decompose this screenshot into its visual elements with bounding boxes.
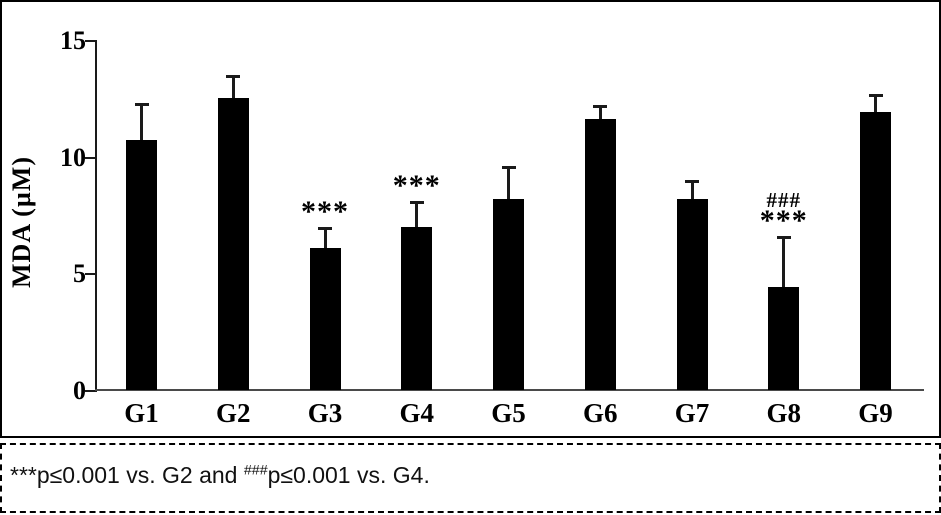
bar-G2 [217,98,249,390]
error-bar-cap-G5 [501,166,516,169]
error-bar-G7 [690,180,694,199]
y-tick-label-15: 15 [60,26,86,55]
bar-G5 [493,198,524,390]
x-tick-label-G9: G9 [858,398,893,428]
x-axis-line [95,389,924,391]
error-bar-G9 [874,93,877,113]
error-bar-G8 [782,236,786,288]
y-axis-tick-15 [85,40,95,42]
error-bar-cap-G7 [685,180,699,183]
footnote-hash-marker: ### [243,461,268,478]
y-axis-line [95,40,97,392]
bar-G8 [768,287,800,390]
footnote-text-2: p≤0.001 vs. G4. [267,461,430,488]
y-tick-label-10: 10 [60,142,86,172]
x-tick-label-G3: G3 [307,398,343,428]
error-bar-cap-G9 [868,93,883,97]
bar-G6 [584,119,616,390]
x-tick-label-G5: G5 [491,398,526,428]
error-bar-cap-G6 [593,105,608,109]
significance-markers-G8: ### *** [744,188,824,237]
y-tick-label-0: 0 [73,376,86,405]
hash-marker-G8: ### [766,188,801,212]
error-bar-G3 [323,226,327,248]
error-bar-cap-G2 [226,75,241,78]
error-bar-cap-G1 [134,103,149,106]
error-bar-G4 [415,201,419,227]
bar-G9 [860,112,891,390]
x-tick-label-G2: G2 [215,398,251,428]
error-bar-G1 [140,103,143,141]
x-tick-label-G6: G6 [582,398,618,428]
plot-area: MDA (µM) 0 5 10 15 G1 G2 G3 G4 G5 G6 G7 G8 G9 *** *** #… [2,2,939,436]
y-axis-tick-5 [85,273,95,276]
footnote-text-1: p≤0.001 vs. G2 and [36,461,244,488]
chart-panel: MDA (µM) 0 5 10 15 G1 G2 G3 G4 G5 G6 G7 G8 G9 *** *** #… [0,0,941,438]
footnote-text: ***p≤0.001 vs. G2 and ###p≤0.001 vs. G4. [10,462,430,489]
bar-G3 [309,247,341,390]
error-bar-cap-G3 [318,226,332,230]
y-axis-tick-10 [85,156,95,159]
star-marker-G3: *** [301,194,349,228]
star-marker-G8: *** [759,204,808,237]
bar-G4 [401,226,433,390]
error-bar-cap-G4 [409,201,424,204]
star-marker-G4: *** [392,169,441,202]
y-axis-tick-0 [85,390,95,392]
x-tick-label-G8: G8 [766,398,801,428]
significance-markers-G3: *** [285,194,365,228]
error-bar-G2 [231,75,235,99]
footnote-star-marker: *** [10,461,37,488]
x-tick-label-G4: G4 [399,398,434,428]
error-bar-G5 [507,166,510,199]
error-bar-cap-G8 [776,236,791,239]
bar-G1 [126,140,157,390]
x-tick-label-G1: G1 [124,398,159,428]
error-bar-G6 [598,105,602,120]
y-tick-label-5: 5 [73,259,86,289]
x-tick-label-G7: G7 [674,398,710,428]
significance-markers-G4: *** [377,169,457,202]
footnote-panel: ***p≤0.001 vs. G2 and ###p≤0.001 vs. G4. [0,443,941,513]
bar-G7 [676,198,708,390]
